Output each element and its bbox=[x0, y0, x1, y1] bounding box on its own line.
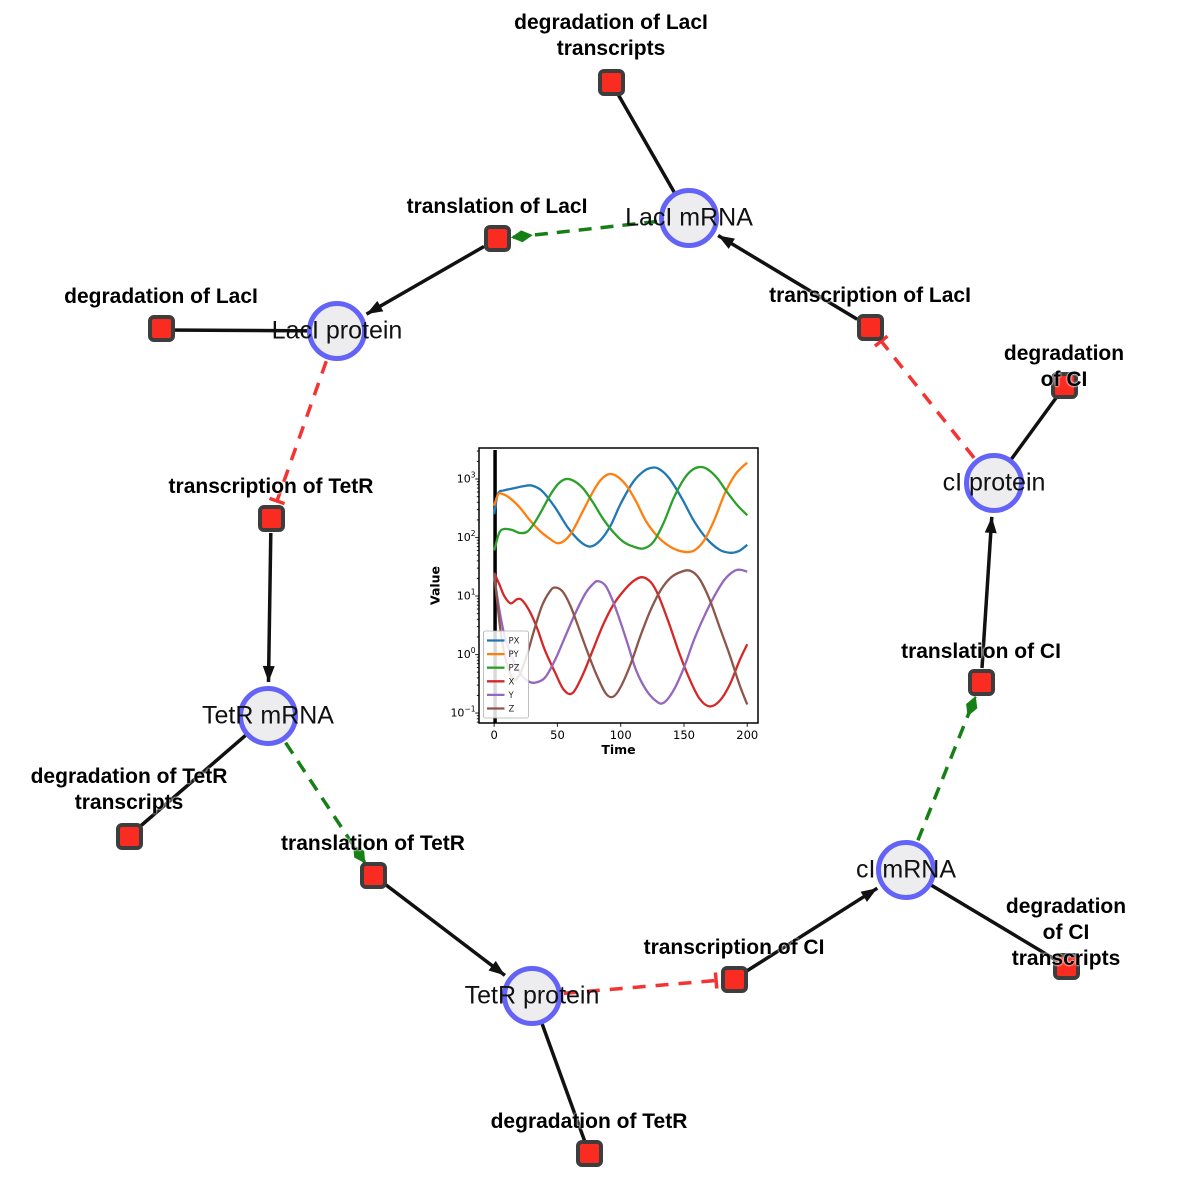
x-tick-label: 50 bbox=[550, 728, 565, 742]
species-node-tetr-protein[interactable] bbox=[502, 966, 562, 1026]
legend-label-PY: PY bbox=[509, 650, 520, 660]
reaction-node-deg-laci-transcripts[interactable] bbox=[597, 68, 625, 96]
reaction-label: transcription of CI bbox=[643, 936, 825, 959]
reaction-node-deg-ci[interactable] bbox=[1050, 371, 1078, 399]
edge-production-translation-tetr-to-tetr-protein bbox=[383, 882, 506, 977]
x-axis-label: Time bbox=[601, 742, 635, 757]
reaction-node-deg-laci[interactable] bbox=[147, 314, 175, 342]
reaction-node-transcription-ci[interactable] bbox=[720, 965, 748, 993]
legend-label-X: X bbox=[509, 677, 515, 687]
species-label: cI protein bbox=[942, 468, 1046, 497]
edge-production-transcription-ci-to-ci-mrna bbox=[745, 886, 879, 973]
series-X bbox=[493, 572, 749, 708]
edge-consumption-ci-mrna-deg-transcripts bbox=[905, 868, 1067, 968]
species-node-laci-protein[interactable] bbox=[307, 301, 367, 361]
x-tick-label: 200 bbox=[736, 728, 758, 742]
reaction-node-deg-tetr[interactable] bbox=[575, 1139, 603, 1167]
reaction-node-translation-tetr[interactable] bbox=[359, 861, 387, 889]
series-Z bbox=[493, 569, 749, 705]
species-label: TetR protein bbox=[464, 981, 600, 1010]
reaction-node-translation-ci[interactable] bbox=[967, 668, 995, 696]
reaction-node-deg-ci-transcripts[interactable] bbox=[1052, 952, 1080, 980]
x-tick-label: 150 bbox=[673, 728, 695, 742]
edge-modifier-ci-mrna-to-translation-ci bbox=[916, 695, 978, 841]
reaction-label: translation of LacI bbox=[406, 195, 588, 218]
species-node-ci-protein[interactable] bbox=[964, 453, 1024, 513]
reaction-label: translation of CI bbox=[901, 640, 1061, 663]
reaction-label: degradation of CI bbox=[1003, 342, 1125, 391]
axes-frame bbox=[478, 447, 759, 724]
y-tick-label: 103 bbox=[457, 471, 476, 486]
edge-inhibition-tetr-protein-to-transcription-ci bbox=[563, 972, 719, 996]
species-label: cI mRNA bbox=[856, 855, 956, 884]
edge-production-transcription-tetr-to-tetr-mrna bbox=[262, 532, 275, 683]
edge-production-translation-ci-to-ci-protein bbox=[980, 516, 997, 669]
species-node-laci-mrna[interactable] bbox=[659, 188, 719, 248]
reaction-node-transcription-tetr[interactable] bbox=[257, 504, 285, 532]
reaction-label: degradation of LacI bbox=[64, 285, 258, 308]
edge-inhibition-laci-protein-to-transcription-tetr bbox=[268, 360, 328, 506]
reaction-node-transcription-laci[interactable] bbox=[856, 313, 884, 341]
species-label: LacI mRNA bbox=[625, 203, 753, 232]
edge-inhibition-ci-protein-to-transcription-laci bbox=[873, 334, 976, 459]
x-tick-label: 100 bbox=[610, 728, 632, 742]
reaction-label: transcription of LacI bbox=[769, 284, 971, 307]
edge-modifier-tetr-mrna-to-translation-tetr bbox=[284, 741, 367, 864]
edge-modifier-laci-mrna-to-translation-laci bbox=[510, 219, 658, 243]
legend-label-Y: Y bbox=[508, 691, 515, 701]
y-tick-label: 100 bbox=[457, 646, 476, 661]
species-node-ci-mrna[interactable] bbox=[876, 840, 936, 900]
species-node-tetr-mrna[interactable] bbox=[238, 686, 298, 746]
legend: PX PY PZ XYZ bbox=[483, 630, 529, 719]
reaction-label: translation of TetR bbox=[281, 832, 465, 855]
species-label: TetR mRNA bbox=[202, 701, 334, 730]
edge-production-transcription-laci-to-laci-mrna bbox=[717, 234, 859, 321]
reaction-label: degradation of LacI transcripts bbox=[514, 11, 708, 60]
edge-production-translation-laci-to-laci-protein bbox=[365, 244, 485, 316]
reaction-label: degradation of TetR transcripts bbox=[30, 765, 228, 814]
x-tick-label: 0 bbox=[491, 728, 498, 742]
series-PZ bbox=[493, 465, 749, 551]
series-PY bbox=[493, 461, 748, 554]
y-axis-label: Value bbox=[430, 566, 443, 605]
legend-label-PX: PX bbox=[509, 637, 520, 647]
reaction-node-deg-tetr-transcripts[interactable] bbox=[115, 822, 143, 850]
reaction-node-translation-laci[interactable] bbox=[483, 224, 511, 252]
y-tick-label: 101 bbox=[457, 588, 476, 603]
reaction-label: transcription of TetR bbox=[168, 475, 374, 498]
reaction-label: degradation of CI transcripts bbox=[1005, 895, 1127, 970]
y-tick-label: 102 bbox=[457, 529, 476, 544]
reaction-label: degradation of TetR bbox=[490, 1110, 688, 1133]
timeseries-plot: 0 50 100 150 20010−1100101102103TimeValuePXP… bbox=[430, 437, 775, 767]
legend-label-Z: Z bbox=[509, 705, 515, 715]
legend-label-PZ: PZ bbox=[509, 664, 520, 674]
y-tick-label: 10−1 bbox=[450, 705, 475, 720]
plot-area bbox=[493, 450, 749, 723]
species-label: LacI protein bbox=[271, 316, 403, 345]
